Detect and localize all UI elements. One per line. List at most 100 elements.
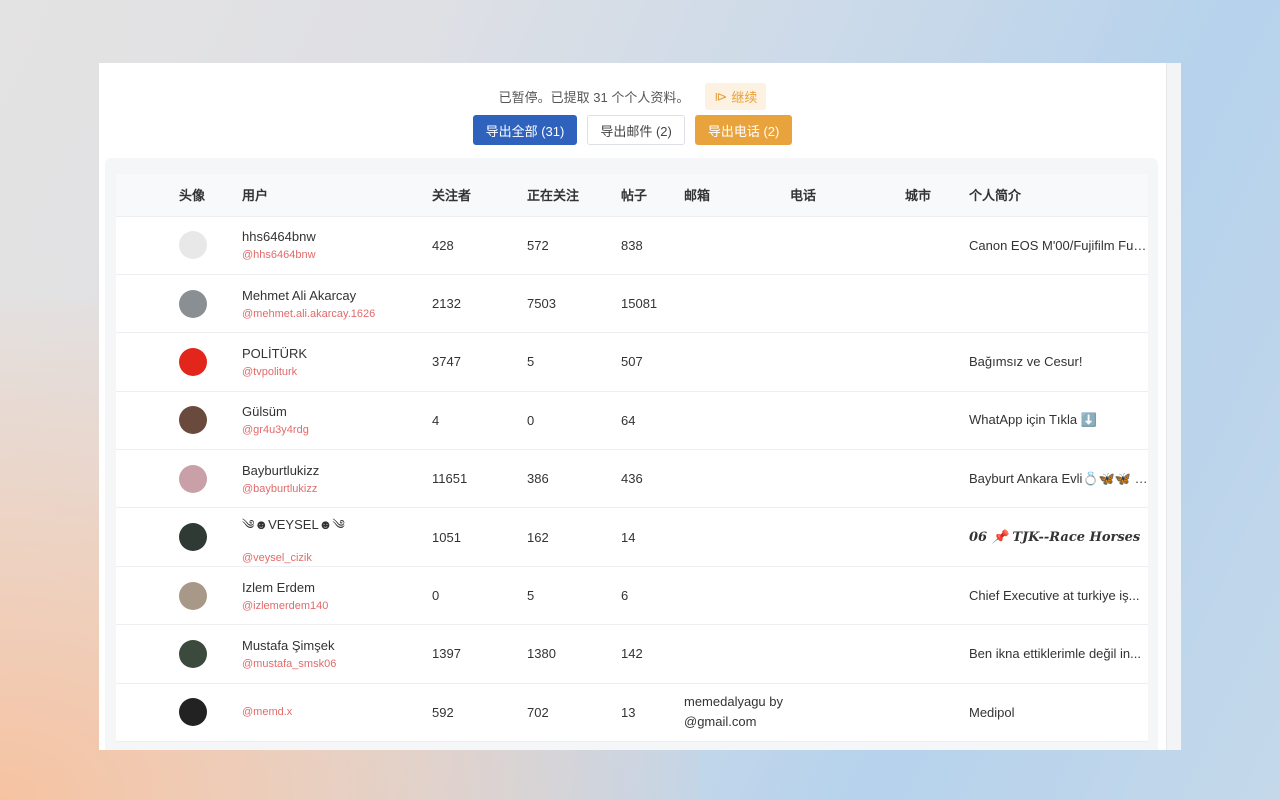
avatar-cell xyxy=(116,566,242,626)
avatar xyxy=(179,639,207,668)
table-row[interactable]: hhs6464bnw @hhs6464bnw 428 572 838 Canon EOS … xyxy=(116,216,1148,275)
posts-cell: 838 xyxy=(621,216,684,275)
posts-cell: 14 xyxy=(621,507,684,567)
followers-cell: 592 xyxy=(432,683,527,743)
export-phone-button[interactable]: 导出电话 (2) xyxy=(694,115,793,145)
city-cell xyxy=(905,507,969,567)
avatar-cell xyxy=(116,216,242,275)
bio-cell: Bayburt Ankara Evli💍🦋🦋 İ... xyxy=(969,449,1148,509)
following-cell: 0 xyxy=(527,391,621,451)
column-header: 用户 xyxy=(242,174,432,217)
bio-cell: Ben ikna ettiklerimle değil in... xyxy=(969,624,1148,684)
posts-cell: 142 xyxy=(621,624,684,684)
bio-cell: Chief Executive at turkiye iş... xyxy=(969,566,1148,626)
phone-cell xyxy=(790,274,905,334)
table-row[interactable]: Gülsüm @gr4u3y4rdg 4 0 64 WhatApp için Tıkla … xyxy=(116,391,1148,451)
followers-cell: 2132 xyxy=(432,274,527,334)
user-handle[interactable]: @hhs6464bnw xyxy=(242,249,316,262)
user-handle[interactable]: @memd.x xyxy=(242,706,293,719)
city-cell xyxy=(905,566,969,626)
avatar-cell xyxy=(116,683,242,743)
table-row[interactable]: Mustafa Şimşek @mustafa_smsk06 1397 1380 142… xyxy=(116,624,1148,684)
column-header: 邮箱 xyxy=(684,174,790,217)
following-cell: 5 xyxy=(527,332,621,392)
email-cell xyxy=(684,391,790,451)
user-handle[interactable]: @mehmet.ali.akarcay.1626 xyxy=(242,307,376,320)
phone-cell xyxy=(790,216,905,275)
user-handle[interactable]: @veysel_cizik xyxy=(242,552,312,565)
user-handle[interactable]: @bayburtlukizz xyxy=(242,482,318,495)
phone-cell xyxy=(790,391,905,451)
user-name: POLİTÜRK xyxy=(242,345,308,361)
avatar-cell xyxy=(116,507,242,567)
avatar xyxy=(179,347,207,376)
status-bar: 已暂停。已提取 31 个个人资料。 ⧐ 继续 xyxy=(99,83,1166,110)
following-cell: 386 xyxy=(527,449,621,509)
user-handle[interactable]: @mustafa_smsk06 xyxy=(242,657,337,670)
avatar xyxy=(179,289,207,318)
avatar-cell xyxy=(116,274,242,334)
phone-cell xyxy=(790,332,905,392)
user-cell: Mustafa Şimşek @mustafa_smsk06 xyxy=(242,624,432,684)
table-row[interactable]: Bayburtlukizz @bayburtlukizz 11651 386 436 Ba… xyxy=(116,449,1148,509)
extractor-panel: 已暂停。已提取 31 个个人资料。 ⧐ 继续 导出全部 (31) 导出邮件 (2)… xyxy=(99,63,1181,750)
table-container: 头像 用户 关注者 正在关注 帖子 邮箱 电话 城市 个人简介 hhs6464bnw @hhs64… xyxy=(105,158,1158,750)
email-cell xyxy=(684,449,790,509)
column-header: 头像 xyxy=(116,174,242,217)
user-name: hhs6464bnw xyxy=(242,229,316,245)
column-header: 电话 xyxy=(790,174,905,217)
city-cell xyxy=(905,624,969,684)
avatar xyxy=(179,581,207,610)
email-cell xyxy=(684,566,790,626)
user-handle[interactable]: @izlemerdem140 xyxy=(242,599,329,612)
phone-cell xyxy=(790,449,905,509)
user-cell: Gülsüm @gr4u3y4rdg xyxy=(242,391,432,451)
avatar xyxy=(179,523,207,552)
posts-cell: 6 xyxy=(621,566,684,626)
followers-cell: 4 xyxy=(432,391,527,451)
profiles-table: 头像 用户 关注者 正在关注 帖子 邮箱 电话 城市 个人简介 hhs6464bnw @hhs64… xyxy=(116,174,1148,743)
table-row[interactable]: Mehmet Ali Akarcay @mehmet.ali.akarcay.16… xyxy=(116,274,1148,334)
followers-cell: 11651 xyxy=(432,449,527,509)
following-cell: 702 xyxy=(527,683,621,743)
followers-cell: 1397 xyxy=(432,624,527,684)
user-cell: ༄☻VEYSEL☻༄ @veysel_cizik xyxy=(242,507,432,567)
resume-button[interactable]: ⧐ 继续 xyxy=(705,83,767,110)
phone-cell xyxy=(790,507,905,567)
user-cell: hhs6464bnw @hhs6464bnw xyxy=(242,216,432,275)
table-row[interactable]: POLİTÜRK @tvpoliturk 3747 5 507 Bağımsız ve C… xyxy=(116,332,1148,392)
user-handle[interactable]: @gr4u3y4rdg xyxy=(242,424,309,437)
following-cell: 572 xyxy=(527,216,621,275)
table-row[interactable]: @memd.x 592 702 13 memedalyagu by@gmail.com M… xyxy=(116,683,1148,743)
avatar-cell xyxy=(116,391,242,451)
city-cell xyxy=(905,216,969,275)
city-cell xyxy=(905,391,969,451)
email-cell xyxy=(684,507,790,567)
column-header: 帖子 xyxy=(621,174,684,217)
export-all-button[interactable]: 导出全部 (31) xyxy=(472,115,578,145)
status-text: 已暂停。已提取 31 个个人资料。 xyxy=(498,90,690,105)
bio-cell: WhatApp için Tıkla ⬇️ xyxy=(969,391,1148,451)
user-name: Mustafa Şimşek xyxy=(242,637,335,653)
email-cell xyxy=(684,332,790,392)
bio-cell xyxy=(969,274,1148,334)
bio-cell: Medipol xyxy=(969,683,1148,743)
table-row[interactable]: Izlem Erdem @izlemerdem140 0 5 6 Chief Execut… xyxy=(116,566,1148,626)
avatar xyxy=(179,406,207,435)
scrollbar[interactable] xyxy=(1166,63,1181,750)
user-handle[interactable]: @tvpoliturk xyxy=(242,365,298,378)
bio-cell: 06 📌 TJK--Race Horses xyxy=(969,507,1148,567)
city-cell xyxy=(905,274,969,334)
avatar-cell xyxy=(116,332,242,392)
bio-cell: Canon EOS M'00/Fujifilm Fuji... xyxy=(969,216,1148,275)
export-email-button[interactable]: 导出邮件 (2) xyxy=(587,115,685,145)
column-header: 城市 xyxy=(905,174,969,217)
phone-cell xyxy=(790,624,905,684)
user-cell: Izlem Erdem @izlemerdem140 xyxy=(242,566,432,626)
table-row[interactable]: ༄☻VEYSEL☻༄ @veysel_cizik 1051 162 14 06 📌 TJK… xyxy=(116,507,1148,567)
bio-cell: Bağımsız ve Cesur! xyxy=(969,332,1148,392)
followers-cell: 3747 xyxy=(432,332,527,392)
followers-cell: 1051 xyxy=(432,507,527,567)
user-name: Izlem Erdem xyxy=(242,579,315,595)
following-cell: 162 xyxy=(527,507,621,567)
